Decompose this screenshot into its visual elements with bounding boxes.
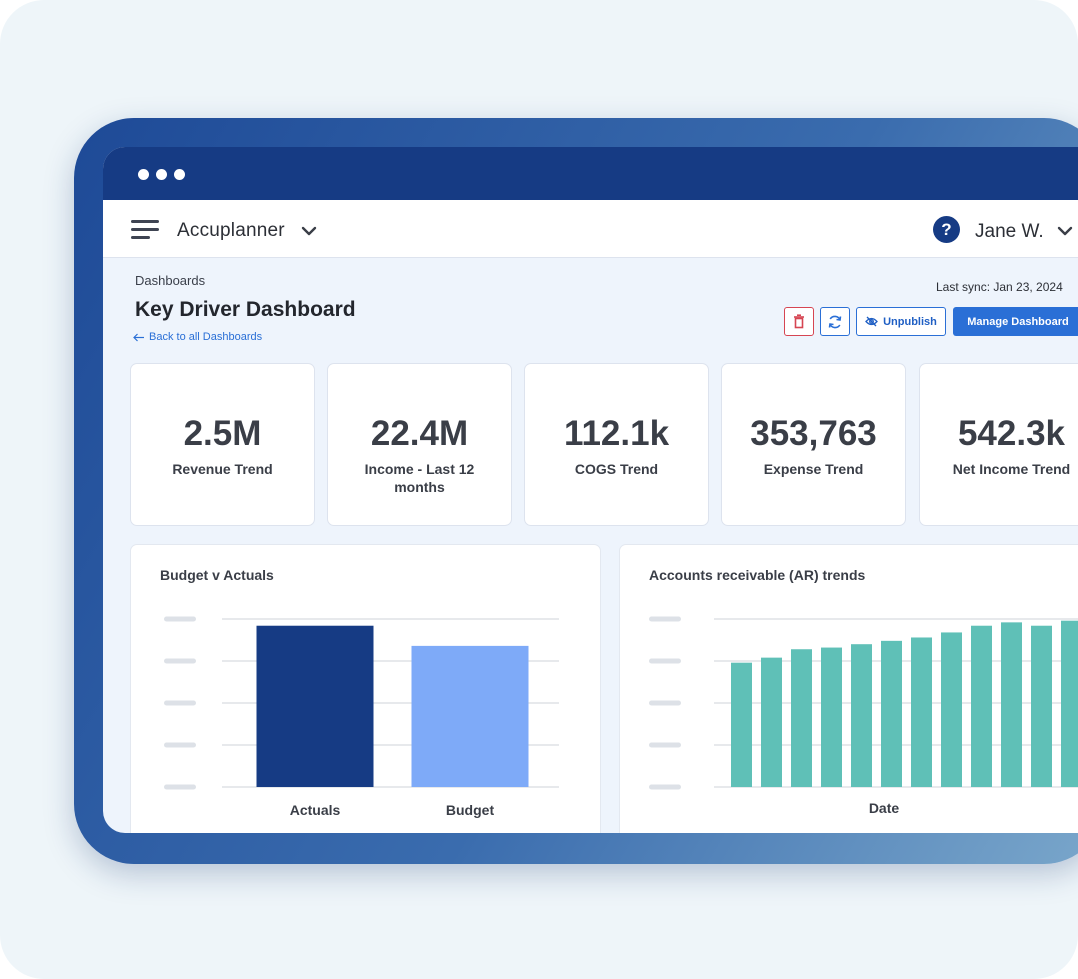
refresh-icon xyxy=(828,315,842,328)
chevron-down-icon[interactable] xyxy=(1057,225,1073,237)
budget-v-actuals-panel: Budget v Actuals Actuals Budget xyxy=(130,544,601,833)
window-titlebar xyxy=(103,147,1078,200)
back-link-label: Back to all Dashboards xyxy=(149,331,263,343)
y-tick-placeholder xyxy=(164,658,196,664)
ar-bar xyxy=(851,644,872,787)
ar-bar xyxy=(1061,620,1078,787)
ar-trends-panel: Accounts receivable (AR) trends Date xyxy=(619,544,1078,833)
ar-trends-chart: Date xyxy=(649,616,1078,816)
kpi-value: 353,763 xyxy=(750,414,877,453)
app-window: Accuplanner ? Jane W. Dashboards Key Dri… xyxy=(103,147,1078,833)
kpi-label: Revenue Trend xyxy=(172,461,273,477)
unpublish-label: Unpublish xyxy=(883,315,937,328)
x-tick-label: Budget xyxy=(446,802,495,818)
kpi-label: Expense Trend xyxy=(763,461,864,477)
ar-bar xyxy=(791,649,812,787)
ar-bar xyxy=(761,657,782,787)
y-tick-placeholder xyxy=(164,700,196,706)
chart-title: Accounts receivable (AR) trends xyxy=(649,567,866,583)
y-tick-placeholder xyxy=(164,784,196,790)
kpi-card-income[interactable]: 22.4M Income - Last 12 months xyxy=(327,363,512,526)
kpi-label: Income - Last 12 months xyxy=(364,461,475,495)
y-tick-placeholder xyxy=(649,784,681,790)
arrow-left-icon xyxy=(133,333,144,341)
y-tick-placeholder xyxy=(649,658,681,664)
refresh-button[interactable] xyxy=(820,307,850,336)
hamburger-icon[interactable] xyxy=(131,220,161,240)
bar-budget xyxy=(411,645,529,787)
kpi-card-net-income[interactable]: 542.3k Net Income Trend xyxy=(919,363,1078,526)
last-sync-text: Last sync: Jan 23, 2024 xyxy=(936,280,1063,294)
window-dot xyxy=(174,169,185,180)
kpi-label: Net Income Trend xyxy=(952,461,1071,477)
ar-bar xyxy=(1001,622,1022,787)
bar-actuals xyxy=(256,625,374,787)
user-menu-label[interactable]: Jane W. xyxy=(975,221,1044,242)
chart-title: Budget v Actuals xyxy=(160,567,274,583)
kpi-card-cogs[interactable]: 112.1k COGS Trend xyxy=(524,363,709,526)
ar-bar xyxy=(971,625,992,787)
ar-bar xyxy=(1031,625,1052,787)
x-axis-label: Date xyxy=(869,800,900,816)
ar-bar xyxy=(731,662,752,787)
manage-dashboard-button[interactable]: Manage Dashboard xyxy=(953,307,1078,336)
trash-icon xyxy=(794,314,804,329)
y-tick-placeholder xyxy=(649,616,681,622)
eye-off-icon xyxy=(865,316,878,327)
app-switcher-label[interactable]: Accuplanner xyxy=(177,220,285,241)
window-dot xyxy=(156,169,167,180)
ar-bar xyxy=(941,632,962,787)
help-icon[interactable]: ? xyxy=(933,216,960,243)
page-title: Key Driver Dashboard xyxy=(135,298,356,321)
delete-button[interactable] xyxy=(784,307,814,336)
breadcrumb[interactable]: Dashboards xyxy=(135,273,206,288)
kpi-card-revenue[interactable]: 2.5M Revenue Trend xyxy=(130,363,315,526)
chevron-down-icon[interactable] xyxy=(301,225,317,237)
y-tick-placeholder xyxy=(164,616,196,622)
y-tick-placeholder xyxy=(164,742,196,748)
ar-bar xyxy=(911,637,932,787)
window-dot xyxy=(138,169,149,180)
kpi-label: COGS Trend xyxy=(574,461,659,477)
budget-v-actuals-chart: Actuals Budget xyxy=(164,616,559,818)
app-header: Accuplanner ? Jane W. xyxy=(103,200,1078,258)
kpi-value: 22.4M xyxy=(370,414,469,453)
unpublish-button[interactable]: Unpublish xyxy=(856,307,946,336)
kpi-value: 542.3k xyxy=(957,414,1066,453)
kpi-value: 2.5M xyxy=(183,414,262,453)
kpi-card-expense[interactable]: 353,763 Expense Trend xyxy=(721,363,906,526)
back-link[interactable]: Back to all Dashboards xyxy=(133,331,262,343)
ar-bar xyxy=(881,640,902,787)
kpi-value: 112.1k xyxy=(563,414,670,453)
y-tick-placeholder xyxy=(649,742,681,748)
y-tick-placeholder xyxy=(649,700,681,706)
x-tick-label: Actuals xyxy=(290,802,341,818)
ar-bar xyxy=(821,647,842,787)
